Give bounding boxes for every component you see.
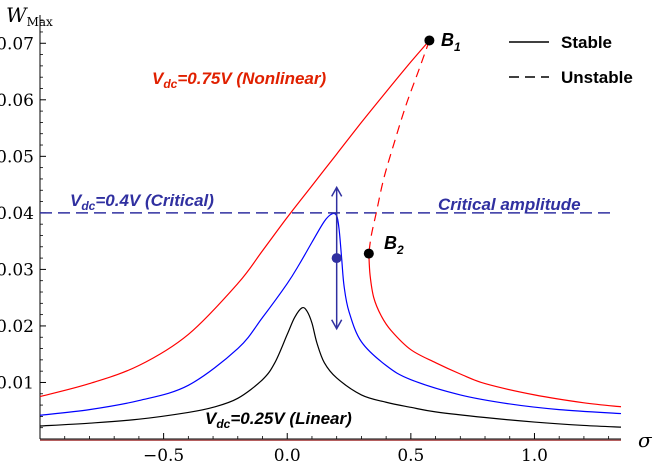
point-b2-label: B2: [384, 233, 404, 257]
y-axis-title-sub: Max: [27, 15, 53, 29]
linear-annotation-rest: =0.25V (Linear): [230, 409, 352, 428]
y-tick-label: 0.03: [0, 260, 34, 280]
axes: −0.5 0.0 0.5 1.0 0.01 0.02 0.03 0.04 0.05 0.06 0.0…: [0, 15, 621, 466]
critical-annotation-prefix: V: [70, 191, 83, 210]
y-tick-label: 0.04: [0, 204, 34, 224]
bifurcation-point-b2: [363, 248, 374, 259]
y-axis-title: WMax: [6, 3, 53, 29]
x-axis-title: σ: [638, 428, 653, 452]
jump-arrow-head-down: [331, 319, 343, 331]
y-tick-label: 0.05: [0, 147, 34, 167]
y-tick-label: 0.07: [0, 34, 34, 54]
linear-annotation-prefix: V: [205, 409, 218, 428]
x-tick-label: 0.5: [397, 446, 424, 466]
nonlinear-annotation: Vdc=0.75V (Nonlinear): [152, 69, 326, 91]
x-tick-label: −0.5: [143, 446, 184, 466]
y-tick-label: 0.06: [0, 91, 34, 111]
critical-annotation-sub: dc: [81, 199, 95, 213]
y-axis-title-main: W: [6, 3, 28, 27]
bifurcation-point-b1: [424, 35, 435, 46]
series-critical: [39, 212, 622, 416]
legend-unstable-label: Unstable: [561, 68, 633, 87]
response-curves: [39, 40, 622, 428]
x-tick-label: 1.0: [521, 446, 548, 466]
jump-point-dot: [331, 253, 342, 264]
linear-annotation-sub: dc: [216, 417, 230, 431]
x-tick-label: 0.0: [274, 446, 301, 466]
critical-annotation: Vdc=0.4V (Critical): [70, 191, 214, 213]
nonlinear-annotation-prefix: V: [152, 69, 165, 88]
point-b1-sub: 1: [454, 40, 461, 54]
y-tick-label: 0.02: [0, 317, 34, 337]
legend-stable-label: Stable: [561, 33, 612, 52]
nonlinear-annotation-rest: =0.75V (Nonlinear): [177, 69, 326, 88]
point-b1-name: B: [441, 30, 454, 50]
series-nonlinear-unstable: [368, 40, 430, 254]
point-b2-name: B: [384, 233, 397, 253]
point-b2-sub: 2: [396, 243, 404, 257]
series-nonlinear-stable-lower: [368, 253, 622, 408]
series-nonlinear-stable-upper: [39, 40, 430, 398]
series-linear: [39, 306, 622, 428]
point-b1-label: B1: [441, 30, 461, 54]
legend: Stable Unstable: [509, 33, 633, 87]
linear-annotation: Vdc=0.25V (Linear): [205, 409, 352, 431]
critical-amplitude-annotation: Critical amplitude: [438, 195, 581, 214]
nonlinear-annotation-sub: dc: [163, 77, 177, 91]
jump-arrow-head-up: [331, 185, 343, 197]
y-tick-label: 0.01: [0, 373, 34, 393]
critical-annotation-rest: =0.4V (Critical): [95, 191, 214, 210]
chart-overlays: [40, 35, 611, 331]
